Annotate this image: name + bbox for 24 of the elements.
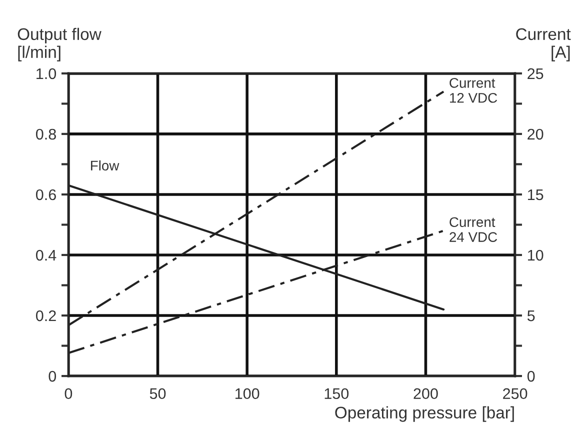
y2-axis-title: Current [A]	[516, 28, 571, 62]
series-label: Current 24 VDC	[450, 217, 498, 242]
x-tick-label: 200	[414, 388, 438, 400]
y-tick-label: 0.4	[36, 250, 56, 261]
y-tick-label: 0.2	[36, 310, 56, 322]
y-tick-label: 0	[48, 370, 56, 382]
x-tick-label: 100	[236, 388, 260, 400]
x-tick-label: 50	[150, 388, 166, 400]
y-tick-label: 1.0	[36, 68, 56, 80]
series-label: Flow	[91, 160, 120, 171]
x-tick-label: 150	[324, 388, 349, 400]
x-axis-title: Operating pressure [bar]	[335, 406, 514, 422]
y2-tick-label: 25	[528, 68, 544, 80]
y2-tick-label: 15	[528, 189, 544, 200]
y-axis-title: Output flow [l/min]	[18, 28, 102, 62]
y2-tick-label: 10	[528, 250, 544, 261]
y2-tick-label: 20	[528, 128, 544, 140]
y2-tick-label: 5	[527, 310, 535, 322]
x-tick-label: 250	[503, 388, 528, 400]
y2-tick-label: 0	[527, 370, 535, 382]
x-tick-label: 0	[64, 388, 72, 400]
y-tick-label: 0.8	[36, 128, 56, 140]
y-tick-label: 0.6	[36, 189, 56, 200]
series-label: Current 12 VDC	[450, 78, 498, 103]
